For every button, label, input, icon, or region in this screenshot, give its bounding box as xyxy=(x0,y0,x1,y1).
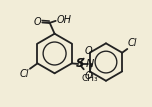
Text: CH₃: CH₃ xyxy=(82,74,98,83)
Text: O: O xyxy=(34,16,41,27)
Text: Cl: Cl xyxy=(128,38,137,48)
Text: S: S xyxy=(76,57,84,70)
Text: O: O xyxy=(85,71,92,81)
Text: OH: OH xyxy=(56,15,71,25)
Text: Cl: Cl xyxy=(20,69,29,79)
Text: N: N xyxy=(86,59,94,69)
Text: O: O xyxy=(85,46,92,56)
